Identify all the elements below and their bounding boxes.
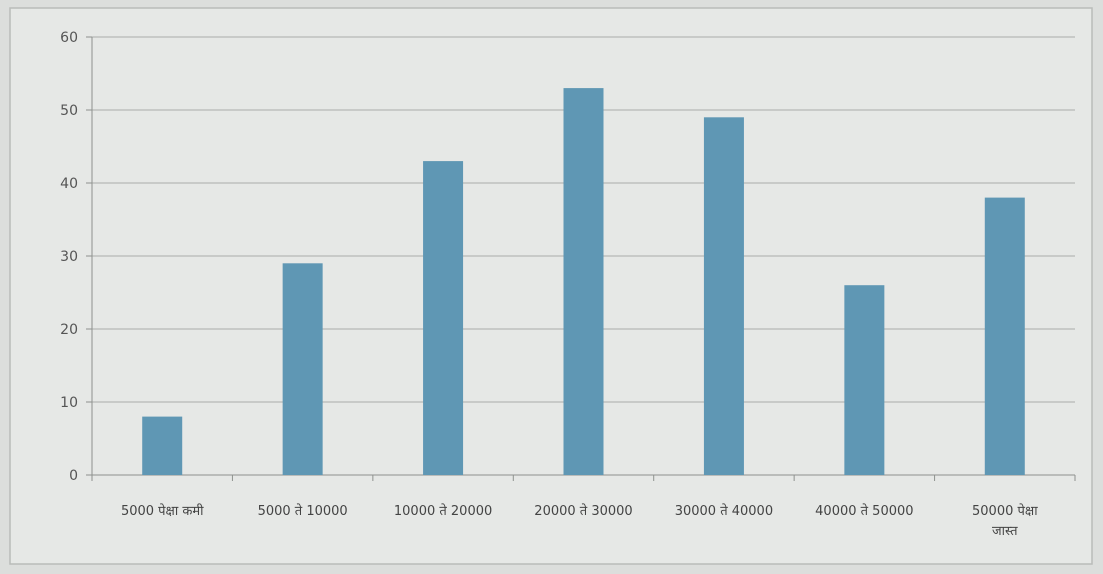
x-tick-label: 10000 ते 20000: [394, 503, 492, 519]
y-tick-label: 20: [60, 322, 78, 338]
bar: [563, 88, 604, 475]
bar: [423, 161, 464, 475]
bar: [703, 117, 744, 476]
bar: [984, 197, 1025, 475]
y-tick-label: 50: [60, 103, 78, 119]
x-tick-label: 30000 ते 40000: [675, 503, 773, 519]
bar: [844, 285, 885, 475]
y-axis-ticks: 0 10 20 30 40 50 60: [60, 30, 92, 484]
x-tick-label: 50000 पेक्षा: [972, 503, 1038, 519]
y-tick-label: 10: [60, 395, 78, 411]
y-tick-label: 60: [60, 30, 78, 46]
y-tick-label: 30: [60, 249, 78, 265]
bars: [142, 88, 1025, 476]
y-tick-label: 40: [60, 176, 78, 192]
x-tick-label: 5000 ते 10000: [258, 503, 348, 519]
x-tick-label: 5000 पेक्षा कमी: [121, 503, 204, 519]
x-tick-label: जास्त: [992, 524, 1018, 539]
bar: [142, 416, 183, 475]
y-tick-label: 0: [69, 468, 78, 484]
x-tick-label: 20000 ते 30000: [534, 503, 632, 519]
x-tick-label: 40000 ते 50000: [815, 503, 913, 519]
chart-border: [9, 7, 1093, 565]
x-axis-labels: 5000 पेक्षा कमी 5000 ते 10000 10000 ते 200…: [121, 503, 1038, 539]
bar: [282, 263, 323, 475]
